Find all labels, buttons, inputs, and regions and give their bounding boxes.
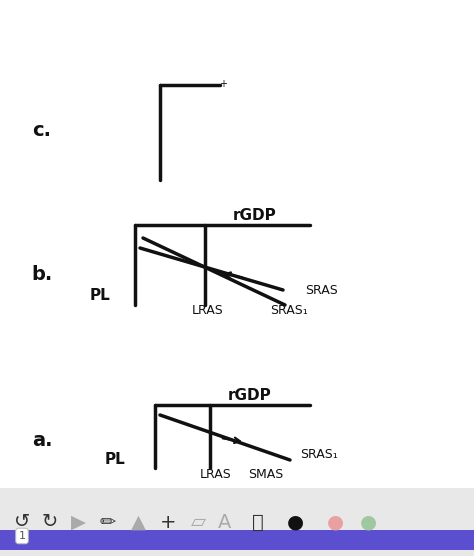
Text: a.: a. bbox=[32, 430, 52, 449]
Text: +: + bbox=[160, 513, 176, 532]
Text: 🖼: 🖼 bbox=[252, 513, 264, 532]
Text: +: + bbox=[219, 79, 227, 89]
Text: SRAS₁: SRAS₁ bbox=[270, 305, 308, 317]
Text: ●: ● bbox=[359, 513, 376, 532]
Text: ▲: ▲ bbox=[130, 513, 146, 532]
Text: b.: b. bbox=[31, 266, 53, 285]
Text: rGDP: rGDP bbox=[228, 388, 272, 403]
Text: LRAS: LRAS bbox=[200, 468, 232, 480]
Text: LRAS: LRAS bbox=[192, 305, 224, 317]
Text: ▱: ▱ bbox=[191, 513, 206, 532]
Text: ●: ● bbox=[327, 513, 344, 532]
Text: SRAS₁: SRAS₁ bbox=[300, 449, 338, 461]
Text: ●: ● bbox=[286, 513, 303, 532]
Text: ✏: ✏ bbox=[100, 513, 116, 532]
Text: 1: 1 bbox=[18, 531, 26, 541]
Bar bbox=[0, 530, 474, 550]
Text: rGDP: rGDP bbox=[233, 207, 277, 222]
Text: c.: c. bbox=[33, 121, 52, 140]
Bar bbox=[0, 488, 474, 556]
Text: PL: PL bbox=[90, 287, 110, 302]
Text: A: A bbox=[219, 513, 232, 532]
Text: SRAS: SRAS bbox=[305, 284, 338, 296]
Text: PL: PL bbox=[105, 453, 126, 468]
Text: SMAS: SMAS bbox=[248, 468, 283, 480]
Text: ↺: ↺ bbox=[14, 513, 30, 532]
Text: ▶: ▶ bbox=[71, 513, 85, 532]
Text: ↻: ↻ bbox=[42, 513, 58, 532]
